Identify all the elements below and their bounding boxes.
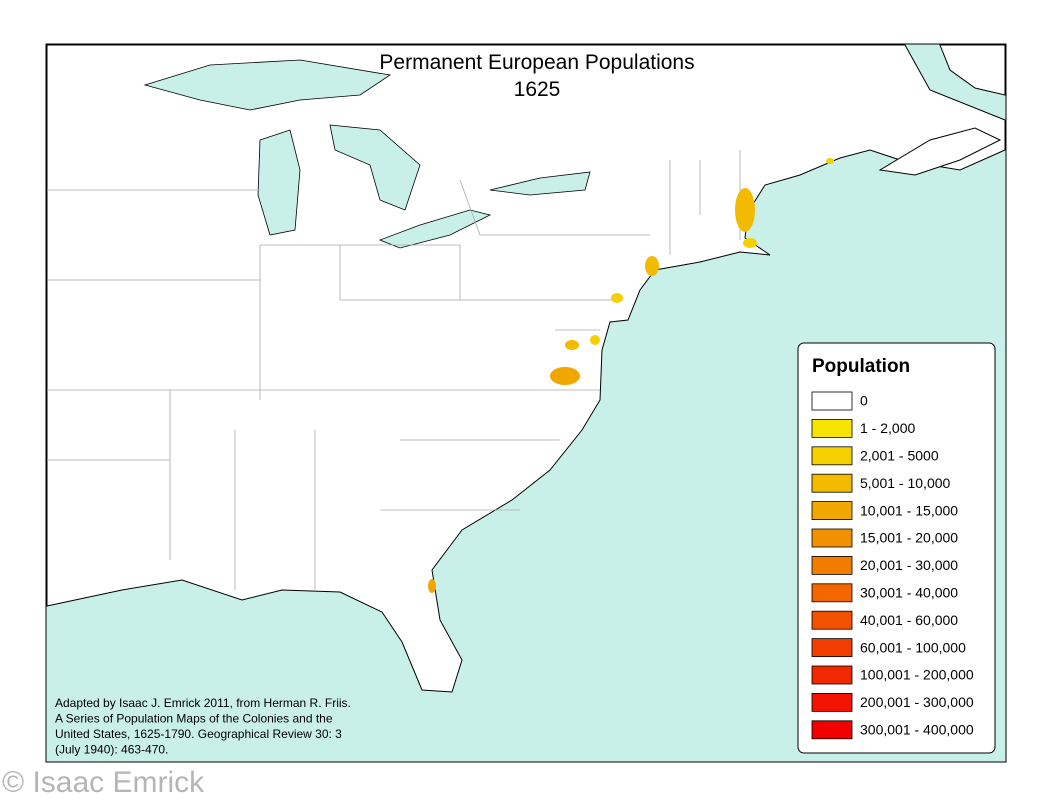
source-note: Adapted by Isaac J. Emrick 2011, from He… bbox=[55, 696, 351, 757]
legend-swatch bbox=[811, 528, 853, 548]
source-line: A Series of Population Maps of the Colon… bbox=[55, 712, 333, 726]
legend-label: 40,001 - 60,000 bbox=[860, 612, 958, 628]
legend-items: 0 1 - 2,000 2,001 - 5000 5,001 - 10,000 10,0… bbox=[811, 391, 974, 740]
title: Permanent European Populations bbox=[379, 51, 694, 74]
legend-swatch bbox=[811, 501, 853, 521]
settlements bbox=[428, 158, 834, 593]
source-line: United States, 1625-1790. Geographical R… bbox=[55, 727, 342, 741]
lakes bbox=[143, 59, 591, 249]
legend-label: 30,001 - 40,000 bbox=[860, 585, 958, 601]
legend-swatch bbox=[811, 446, 853, 466]
legend-label: 15,001 - 20,000 bbox=[860, 530, 958, 546]
source-line: Adapted by Isaac J. Emrick 2011, from He… bbox=[55, 696, 351, 710]
legend-swatch bbox=[811, 610, 853, 630]
legend-swatch bbox=[811, 418, 853, 438]
legend-label: 5,001 - 10,000 bbox=[860, 475, 951, 491]
newfoundland bbox=[939, 44, 1006, 96]
legend-label: 60,001 - 100,000 bbox=[860, 639, 966, 655]
legend-swatch bbox=[811, 665, 853, 685]
legend-label: 2,001 - 5000 bbox=[860, 448, 939, 464]
legend-swatch bbox=[811, 473, 853, 493]
legend-swatch bbox=[811, 693, 853, 712]
legend-label: 100,001 - 200,000 bbox=[860, 667, 974, 683]
source-line: (July 1940): 463-470. bbox=[55, 743, 168, 757]
title: 1625 bbox=[514, 78, 561, 101]
legend-swatch bbox=[811, 638, 853, 657]
legend-swatch bbox=[811, 583, 853, 603]
legend-swatch bbox=[811, 556, 853, 575]
watermark: © Isaac Emrick bbox=[2, 766, 205, 799]
legend-swatch bbox=[811, 720, 853, 740]
legend-label: 1 - 2,000 bbox=[860, 420, 915, 436]
legend-label: 300,001 - 400,000 bbox=[860, 722, 974, 738]
legend-label: 10,001 - 15,000 bbox=[860, 502, 958, 518]
legend-label: 200,001 - 300,000 bbox=[860, 694, 974, 710]
legend-label: 20,001 - 30,000 bbox=[860, 557, 958, 573]
nova-scotia bbox=[878, 127, 1002, 176]
legend-swatch bbox=[811, 391, 853, 411]
legend-label: 0 bbox=[860, 393, 868, 409]
legend-title: Population bbox=[812, 356, 910, 377]
